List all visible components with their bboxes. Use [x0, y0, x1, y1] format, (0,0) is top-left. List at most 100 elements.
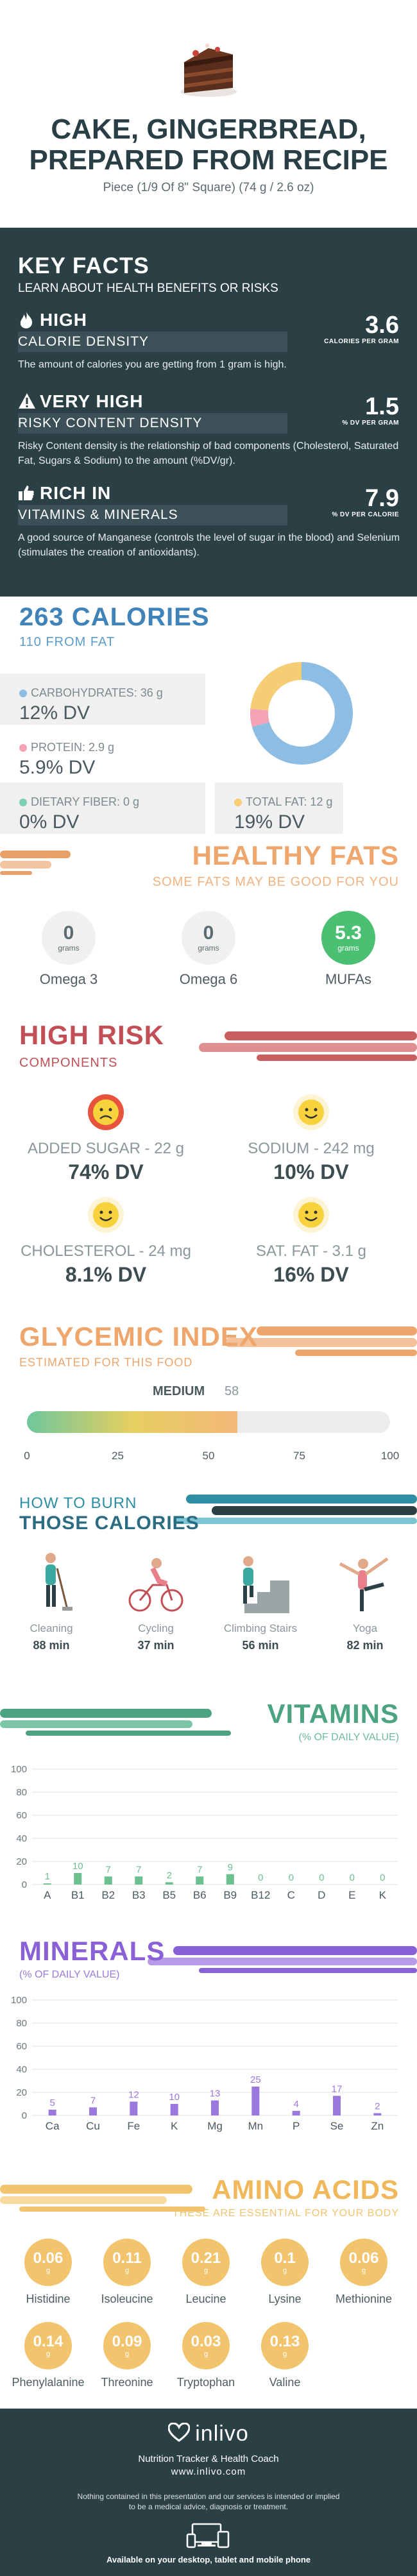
x-category-label: Mg [207, 2120, 223, 2132]
stripes-decoration [0, 851, 71, 875]
cycling-value: 37 min [137, 1639, 174, 1652]
glycemic-title: GLYCEMIC INDEX [19, 1321, 258, 1352]
cleaning-label: Cleaning [30, 1622, 73, 1634]
availability-note: Available on your desktop, tablet and mo… [106, 2555, 311, 2564]
x-category-label: Cu [86, 2120, 100, 2132]
brand-name: inlivo [195, 2421, 249, 2446]
mufas-item: 5.3 grams MUFAs [300, 911, 396, 988]
vitamins-title: VITAMINS [267, 1699, 399, 1729]
y-tick-label: 80 [16, 1787, 27, 1798]
amino-value: 0.11 [112, 2250, 142, 2267]
key-facts-section: KEY FACTS LEARN ABOUT HEALTH BENEFITS OR… [0, 228, 417, 597]
high-risk-subtitle: COMPONENTS [19, 1056, 118, 1070]
minerals-title: MINERALS [19, 1936, 166, 1966]
x-category-label: B9 [223, 1889, 237, 1901]
fiber-dot [19, 798, 27, 806]
amino-subtitle: THESE ARE ESSENTIAL FOR YOUR BODY [172, 2208, 399, 2219]
donut-slice-total-fat [250, 662, 302, 711]
sad-face-icon [87, 1094, 124, 1131]
calorie-density-level: HIGH [40, 310, 87, 330]
risky-density-label: RISKY CONTENT DENSITY [18, 413, 287, 434]
high-risk-section: HIGH RISK COMPONENTS ADDED SUGAR - 22 g … [0, 1020, 417, 1302]
risky-density-value-box: 1.5 % DV PER GRAM [342, 394, 399, 427]
x-category-label: D [318, 1889, 325, 1901]
x-category-label: B5 [162, 1889, 176, 1901]
header: CAKE, GINGERBREAD, PREPARED FROM RECIPE … [0, 0, 417, 225]
burn-title-line-1: HOW TO BURN [19, 1495, 137, 1512]
amino-unit: g [282, 2267, 287, 2275]
donut-slice-protein [250, 708, 269, 727]
glycemic-tick: 0 [24, 1450, 30, 1462]
amino-item: 0.21 g Leucine [167, 2239, 244, 2306]
amino-label: Lysine [268, 2292, 302, 2305]
bar-value-label: 2 [167, 1870, 172, 1881]
bar-Zn [373, 2113, 382, 2115]
calories-from-fat: 110 FROM FAT [19, 635, 115, 649]
bar-Fe [130, 2101, 138, 2115]
stripes-decoration [148, 1946, 417, 1973]
disclaimer-line-2: to be a medical advice, diagnosis or tre… [128, 2502, 289, 2511]
amino-item: 0.14 g Phenylalanine [10, 2322, 87, 2389]
bar-value-label: 0 [258, 1872, 263, 1883]
burn-title-line-2: THOSE CALORIES [19, 1513, 200, 1534]
amino-label: Leucine [185, 2292, 226, 2305]
healthy-fats-section: HEALTHY FATS SOME FATS MAY BE GOOD FOR Y… [0, 840, 417, 1001]
stripes-decoration [199, 1031, 417, 1061]
climbing-stairs-value: 56 min [242, 1639, 279, 1652]
added-sugar-dv: 74% DV [68, 1160, 144, 1183]
calories-section: 263 CALORIES 110 FROM FAT CARBOHYDRATES:… [0, 603, 417, 834]
amino-unit: g [361, 2267, 366, 2275]
thumbs-up-icon [18, 484, 36, 502]
bar-value-label: 7 [197, 1864, 202, 1875]
calorie-density-unit: CALORIES PER GRAM [324, 338, 399, 345]
rich-in-unit: % DV PER CALORIE [332, 511, 399, 518]
amino-label: Phenylalanine [12, 2376, 85, 2389]
y-tick-label: 40 [16, 1833, 27, 1844]
yoga-item: Yoga 82 min [317, 1549, 413, 1652]
flame-icon [18, 311, 36, 329]
risky-density-fact: VERY HIGH RISKY CONTENT DENSITY Risky Co… [18, 391, 399, 468]
serving-size: Piece (1/9 Of 8" Square) (74 g / 2.6 oz) [103, 181, 314, 194]
sodium-item: SODIUM - 242 mg 10% DV [215, 1094, 407, 1184]
vitamins-bar-chart: 0 20 40 60 80 100 1 A 10 B1 7 B2 7 B3 2 B5 7 B6 9 B9 0 B12 0 C 0… [11, 1764, 398, 1901]
omega-6-label: Omega 6 [179, 971, 238, 987]
cholesterol-dv: 8.1% DV [65, 1263, 147, 1286]
bar-value-label: 9 [228, 1862, 233, 1873]
vitamins-section: VITAMINS (% OF DAILY VALUE) 0 20 40 60 80 100… [0, 1687, 417, 1918]
bar-B6 [196, 1876, 204, 1885]
amino-value: 0.09 [112, 2333, 142, 2350]
amino-item: 0.1 g Lysine [246, 2239, 323, 2306]
omega-6-value: 0 [203, 922, 214, 944]
stripes-decoration [173, 1495, 417, 1524]
rich-in-value: 7.9 [365, 485, 399, 512]
bar-value-label: 12 [128, 2089, 139, 2100]
bar-value-label: 10 [169, 2092, 180, 2103]
title-line-2: PREPARED FROM RECIPE [29, 144, 388, 176]
omega-3-label: Omega 3 [39, 971, 98, 987]
bar-B5 [165, 1882, 173, 1885]
amino-item: 0.13 g Valine [246, 2322, 323, 2389]
amino-value: 0.14 [33, 2333, 64, 2350]
yoga-value: 82 min [346, 1639, 384, 1652]
bar-A [43, 1883, 51, 1885]
macro-donut-chart [250, 662, 353, 765]
bar-value-label: 0 [289, 1872, 294, 1883]
sat-fat-item: SAT. FAT - 3.1 g 16% DV [215, 1196, 407, 1287]
cyclist-icon [108, 1549, 204, 1613]
bar-value-label: 5 [49, 2097, 55, 2108]
bar-value-label: 7 [106, 1864, 111, 1875]
x-category-label: Se [330, 2120, 344, 2132]
amino-label: Valine [269, 2376, 301, 2389]
x-category-label: P [293, 2120, 300, 2132]
brand-url[interactable]: www.inlivo.com [171, 2466, 246, 2477]
bar-Ca [48, 2110, 56, 2115]
risky-density-value: 1.5 [365, 393, 399, 420]
protein-box: PROTEIN: 2.9 g 5.9% DV [0, 728, 205, 779]
protein-dv: 5.9% DV [19, 757, 96, 778]
burn-calories-section: HOW TO BURN THOSE CALORIES Cleaning 88 m… [0, 1488, 417, 1687]
calories-title: 263 CALORIES [19, 603, 210, 631]
amino-unit: g [203, 2267, 208, 2275]
carbs-dot [19, 689, 27, 697]
stripes-decoration [225, 1326, 417, 1356]
disclaimer-line-1: Nothing contained in this presentation a… [77, 2492, 340, 2501]
